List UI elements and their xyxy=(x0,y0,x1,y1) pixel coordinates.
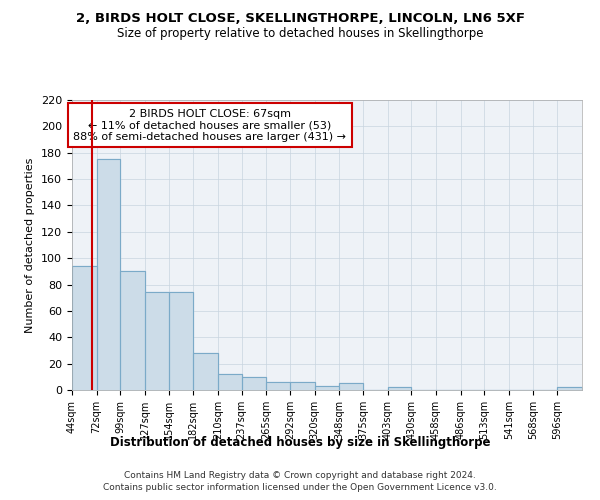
Text: 2 BIRDS HOLT CLOSE: 67sqm
← 11% of detached houses are smaller (53)
88% of semi-: 2 BIRDS HOLT CLOSE: 67sqm ← 11% of detac… xyxy=(73,108,346,142)
Text: Distribution of detached houses by size in Skellingthorpe: Distribution of detached houses by size … xyxy=(110,436,490,449)
Text: 2, BIRDS HOLT CLOSE, SKELLINGTHORPE, LINCOLN, LN6 5XF: 2, BIRDS HOLT CLOSE, SKELLINGTHORPE, LIN… xyxy=(76,12,524,26)
Text: Contains public sector information licensed under the Open Government Licence v3: Contains public sector information licen… xyxy=(103,484,497,492)
Text: Size of property relative to detached houses in Skellingthorpe: Size of property relative to detached ho… xyxy=(117,28,483,40)
Y-axis label: Number of detached properties: Number of detached properties xyxy=(25,158,35,332)
Text: Contains HM Land Registry data © Crown copyright and database right 2024.: Contains HM Land Registry data © Crown c… xyxy=(124,471,476,480)
